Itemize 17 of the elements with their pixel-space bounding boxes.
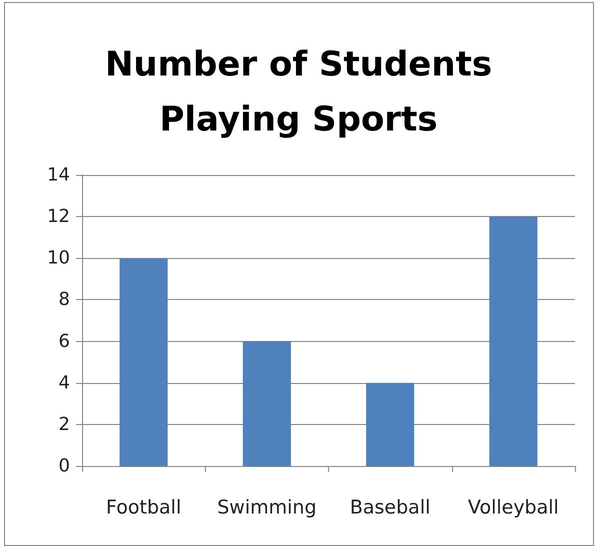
y-tick-label: 8: [58, 289, 70, 310]
y-tick-label: 10: [47, 248, 70, 269]
bar: [242, 341, 291, 466]
bar: [489, 216, 538, 466]
y-tick-label: 4: [58, 372, 70, 394]
y-tick-label: 0: [58, 456, 70, 476]
x-tick-label: Volleyball: [468, 496, 559, 518]
y-tick-label: 12: [47, 206, 70, 228]
y-tick-label: 6: [58, 330, 70, 352]
x-tick-label: Baseball: [350, 496, 430, 518]
x-tick-label: Swimming: [217, 496, 317, 518]
bar: [366, 382, 414, 466]
x-tick-label: Football: [106, 496, 182, 518]
y-tick-label: 2: [58, 414, 70, 435]
bar: [120, 258, 168, 466]
chart-title: Number of Students Playing Sports: [104, 44, 492, 140]
y-tick-label: 14: [47, 164, 70, 186]
